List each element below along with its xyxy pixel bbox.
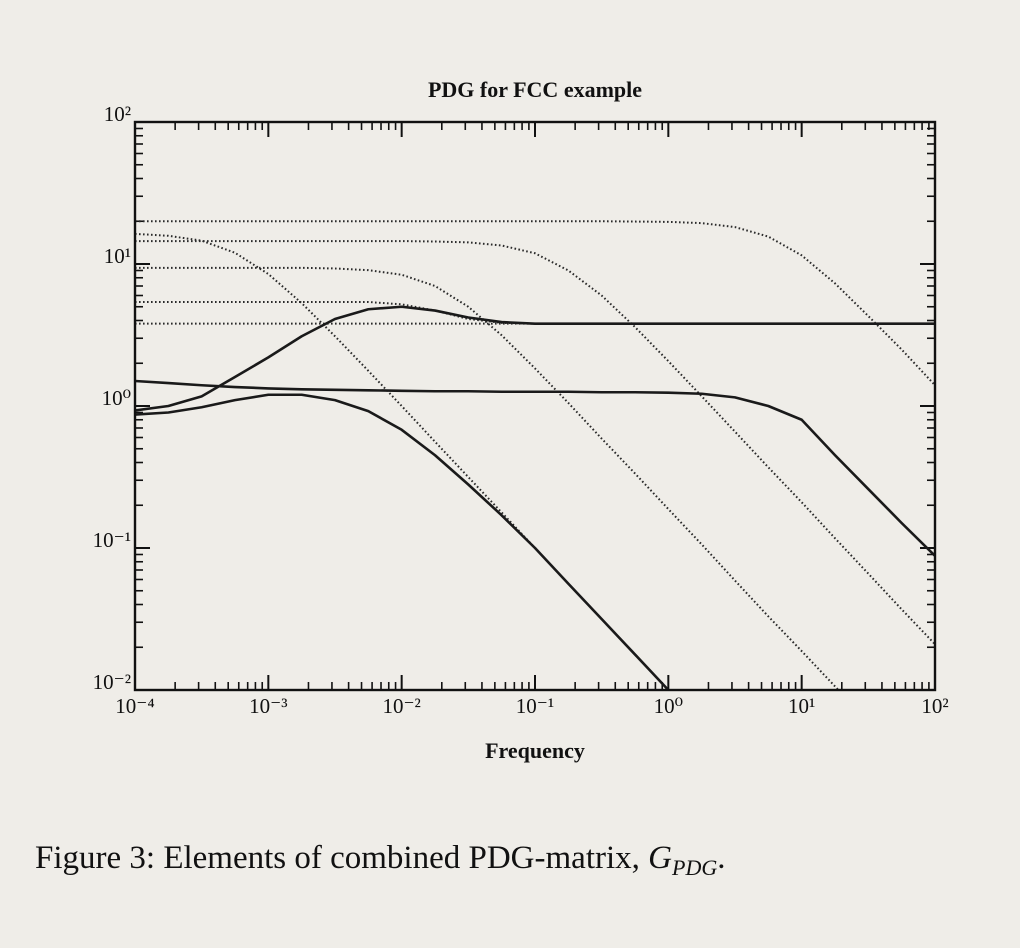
x-axis-label: Frequency bbox=[485, 738, 585, 763]
dotted-line bbox=[135, 220, 935, 386]
y-tick-label: 10¹ bbox=[104, 244, 131, 268]
caption-symbol: G bbox=[648, 840, 672, 876]
y-tick-label: 10⁻² bbox=[93, 670, 131, 694]
x-tick-label: 10⁰ bbox=[654, 694, 683, 718]
caption: Figure 3: Elements of combined PDG-matri… bbox=[35, 840, 725, 880]
y-tick-label: 10⁻¹ bbox=[93, 528, 131, 552]
dotted-line bbox=[135, 240, 935, 645]
plot-frame bbox=[133, 120, 937, 692]
solid-line bbox=[135, 393, 671, 690]
y-tick-label: 10² bbox=[104, 102, 131, 126]
chart-title: PDG for FCC example bbox=[428, 77, 642, 102]
x-tick-label: 10² bbox=[921, 694, 948, 718]
solid-line bbox=[135, 305, 935, 412]
dotted-line bbox=[135, 266, 840, 690]
x-tick-label: 10⁻⁴ bbox=[115, 694, 154, 718]
caption-end: . bbox=[717, 840, 725, 876]
x-tick-label: 10⁻³ bbox=[249, 694, 287, 718]
x-tick-label: 10¹ bbox=[788, 694, 815, 718]
x-tick-label: 10⁻² bbox=[382, 694, 420, 718]
y-tick-label: 10⁰ bbox=[102, 386, 131, 410]
x-tick-label: 10⁻¹ bbox=[516, 694, 554, 718]
caption-subscript: PDG bbox=[671, 855, 717, 880]
solid-line bbox=[135, 379, 935, 557]
caption-text: Figure 3: Elements of combined PDG-matri… bbox=[35, 840, 640, 876]
